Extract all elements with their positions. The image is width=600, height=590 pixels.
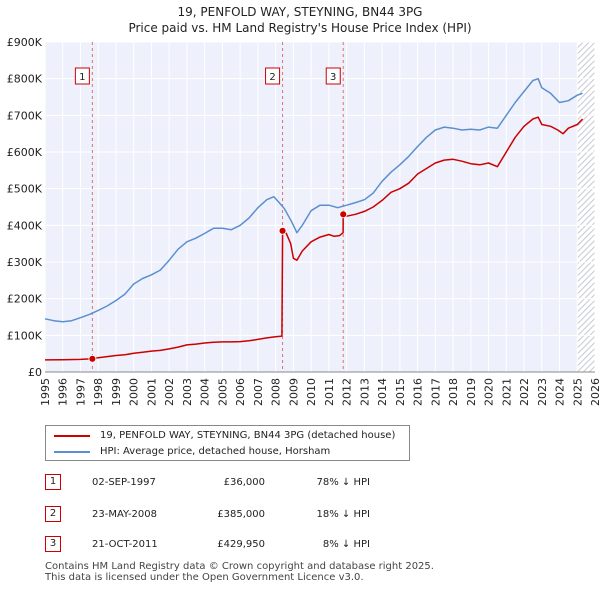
y-tick-label: £700K [7,109,43,122]
x-tick-label: 2018 [447,378,460,406]
hatch-line [577,191,595,211]
x-tick-label: 2019 [465,378,478,406]
hatch-line [577,89,595,109]
x-tick-label: 2007 [252,378,265,406]
x-tick-label: 1995 [39,378,52,406]
sale-row: 3 21-OCT-2011 £429,950 8% ↓ HPI [45,536,465,554]
sale-date: 02-SEP-1997 [92,477,156,488]
series-layer [44,77,584,361]
sale-number-badge: 1 [45,474,61,490]
x-tick-label: 2000 [128,378,141,406]
x-tick-label: 2008 [270,378,283,406]
x-tick-label: 2010 [305,378,318,406]
x-tick-label: 2002 [163,378,176,406]
x-tick-label: 2006 [234,378,247,406]
x-tick-label: 2012 [341,378,354,406]
footer-line2: This data is licensed under the Open Gov… [45,572,364,583]
sale-vline-layer [91,42,344,372]
x-tick-label: 2020 [483,378,496,406]
sale-marker-box [74,67,90,85]
series-line [44,116,584,361]
x-tick-label: 2015 [394,378,407,406]
sale-marker-layer: 1 2 3 [74,67,348,363]
sale-number-badge: 2 [45,506,61,522]
y-tick-label: £200K [7,293,43,306]
plot-background [45,42,595,372]
sale-date: 23-MAY-2008 [92,509,158,520]
y-tick-label: £300K [7,256,43,269]
sale-price: £36,000 [223,477,265,488]
x-tick-label: 1999 [110,378,123,406]
y-tick-label: £100K [7,329,43,342]
x-tick-label: 2011 [323,378,336,406]
sale-row: 1 02-SEP-1997 £36,000 78% ↓ HPI [45,474,465,492]
sale-number-badge: 3 [45,536,61,552]
sale-row: 2 23-MAY-2008 £385,000 18% ↓ HPI [45,506,465,524]
x-tick-label: 2001 [145,378,158,406]
x-tick-label: 1996 [57,378,70,406]
sale-marker-label: 2 [269,72,275,83]
hatch-line [577,299,595,319]
sale-point [339,210,348,219]
x-tick-label: 2004 [199,378,212,406]
y-tick-label: £600K [7,146,43,159]
sale-hpi-diff: 8% ↓ HPI [322,539,370,550]
chart-title-line2: Price paid vs. HM Land Registry's House … [128,21,472,35]
price-chart: £0 £100K £200K £300K £400K £500K £600K £700K £80… [7,36,600,406]
future-shade-layer [577,42,595,372]
footer-line1: Contains HM Land Registry data © Crown c… [45,561,434,572]
x-tick-label: 2014 [376,378,389,406]
x-tick-label: 2026 [589,378,600,406]
legend: 19, PENFOLD WAY, STEYNING, BN44 3PG (det… [45,425,410,461]
y-tick-label: £400K [7,219,43,232]
y-tick-label: £500K [7,183,43,196]
hatch-line [577,83,595,103]
x-tick-label: 2009 [287,378,300,406]
x-tick-label: 2017 [429,378,442,406]
chart-title-line1: 19, PENFOLD WAY, STEYNING, BN44 3PG [177,5,423,19]
sale-price: £429,950 [217,539,265,550]
hatch-line [577,197,595,217]
sale-hpi-diff: 78% ↓ HPI [316,477,370,488]
hatch-line [577,311,595,331]
x-tick-label: 2005 [216,378,229,406]
axis-layer: £0 £100K £200K £300K £400K £500K £600K £700K £80… [7,36,600,406]
legend-swatch-property [54,435,90,437]
y-tick-label: £800K [7,73,43,86]
x-tick-label: 2003 [181,378,194,406]
sale-hpi-diff: 18% ↓ HPI [316,509,370,520]
sale-date: 21-OCT-2011 [92,539,158,550]
legend-label-property: 19, PENFOLD WAY, STEYNING, BN44 3PG (det… [100,430,396,441]
sale-point [88,354,97,363]
x-tick-label: 1998 [92,378,105,406]
series-line [44,77,583,323]
sale-marker-label: 1 [79,72,85,83]
legend-swatch-hpi [54,451,90,453]
legend-label-hpi: HPI: Average price, detached house, Hors… [100,446,331,457]
x-tick-label: 2023 [536,378,549,406]
x-tick-label: 2021 [500,378,513,406]
hatch-line [577,95,595,115]
chart-title: 19, PENFOLD WAY, STEYNING, BN44 3PG Pric… [0,4,600,36]
hatch-line [577,203,595,223]
x-tick-label: 2024 [554,378,567,406]
x-tick-label: 1997 [74,378,87,406]
footer: Contains HM Land Registry data © Crown c… [45,561,565,583]
hatch-line [577,305,595,325]
y-tick-label: £0 [28,366,42,379]
sale-point [278,226,287,235]
sale-marker-label: 3 [330,72,336,83]
grid-layer [44,41,596,373]
x-tick-label: 2022 [518,378,531,406]
x-tick-label: 2025 [571,378,584,406]
y-tick-label: £900K [7,36,43,49]
x-tick-label: 2016 [412,378,425,406]
x-tick-label: 2013 [358,378,371,406]
sale-marker-box [325,67,341,85]
sale-price: £385,000 [217,509,265,520]
sale-marker-box [265,67,281,85]
